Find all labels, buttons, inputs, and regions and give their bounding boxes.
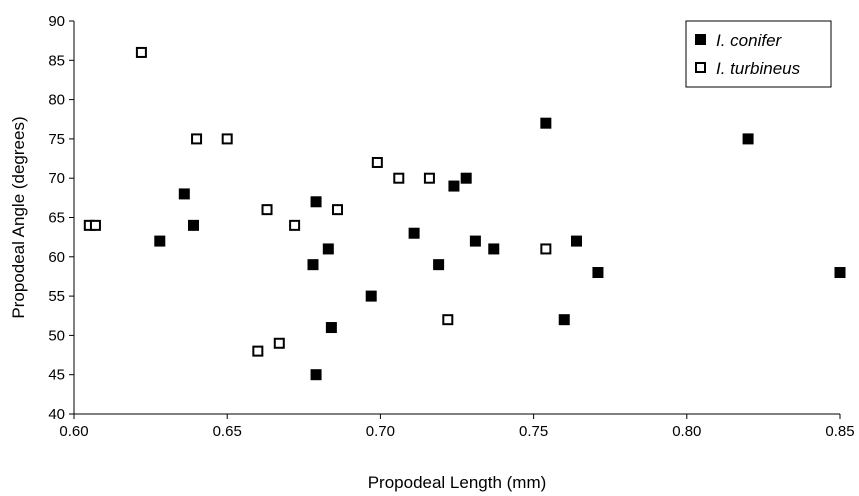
point-conifer (834, 267, 846, 279)
y-tick-label: 50 (48, 327, 65, 344)
point-conifer (187, 219, 199, 231)
legend-marker-conifer (695, 34, 706, 45)
x-axis-ticks: 0.60 0.65 0.70 0.75 0.80 0.85 (59, 414, 855, 440)
point-conifer (322, 243, 334, 255)
point-conifer (325, 322, 337, 334)
point-turbineus (252, 345, 264, 357)
y-tick-label: 60 (48, 249, 65, 266)
point-turbineus (135, 46, 147, 58)
point-conifer (460, 172, 472, 184)
y-tick-label: 75 (48, 131, 65, 148)
y-axis-ticks: 40 45 50 55 60 65 70 75 80 85 90 (48, 13, 74, 423)
point-turbineus (423, 172, 435, 184)
point-turbineus (540, 243, 552, 255)
legend: I. conifer I. turbineus (685, 20, 832, 88)
point-conifer (365, 290, 377, 302)
y-tick-label: 90 (48, 13, 65, 30)
y-tick-label: 55 (48, 288, 65, 305)
point-turbineus (289, 219, 301, 231)
point-conifer (307, 259, 319, 271)
point-turbineus (442, 314, 454, 326)
point-turbineus (273, 337, 285, 349)
x-tick-label: 0.85 (825, 423, 854, 440)
legend-box (685, 20, 832, 88)
y-tick-label: 80 (48, 92, 65, 109)
x-tick-label: 0.60 (59, 423, 88, 440)
point-turbineus (393, 172, 405, 184)
point-conifer (408, 227, 420, 239)
x-tick-label: 0.65 (213, 423, 242, 440)
y-tick-label: 85 (48, 52, 65, 69)
point-conifer (178, 188, 190, 200)
point-turbineus (191, 133, 203, 145)
data-points (83, 46, 846, 381)
legend-label-conifer: I. conifer (716, 31, 783, 50)
point-conifer (154, 235, 166, 247)
point-conifer (448, 180, 460, 192)
y-axis-title: Propodeal Angle (degrees) (9, 116, 28, 318)
point-turbineus (371, 156, 383, 168)
point-turbineus (332, 204, 344, 216)
point-conifer (540, 117, 552, 129)
point-turbineus (221, 133, 233, 145)
point-conifer (742, 133, 754, 145)
point-conifer (469, 235, 481, 247)
point-conifer (570, 235, 582, 247)
point-conifer (433, 259, 445, 271)
x-tick-label: 0.75 (519, 423, 548, 440)
x-tick-label: 0.80 (672, 423, 701, 440)
x-axis-title: Propodeal Length (mm) (368, 473, 547, 492)
point-conifer (310, 369, 322, 381)
point-conifer (558, 314, 570, 326)
point-conifer (592, 267, 604, 279)
x-tick-label: 0.70 (366, 423, 395, 440)
point-turbineus (89, 219, 101, 231)
point-turbineus (261, 204, 273, 216)
legend-marker-turbineus (695, 62, 706, 73)
point-conifer (488, 243, 500, 255)
y-tick-label: 65 (48, 210, 65, 227)
y-tick-label: 45 (48, 367, 65, 384)
y-tick-label: 40 (48, 406, 65, 423)
point-conifer (310, 196, 322, 208)
y-tick-label: 70 (48, 170, 65, 187)
legend-label-turbineus: I. turbineus (716, 59, 801, 78)
